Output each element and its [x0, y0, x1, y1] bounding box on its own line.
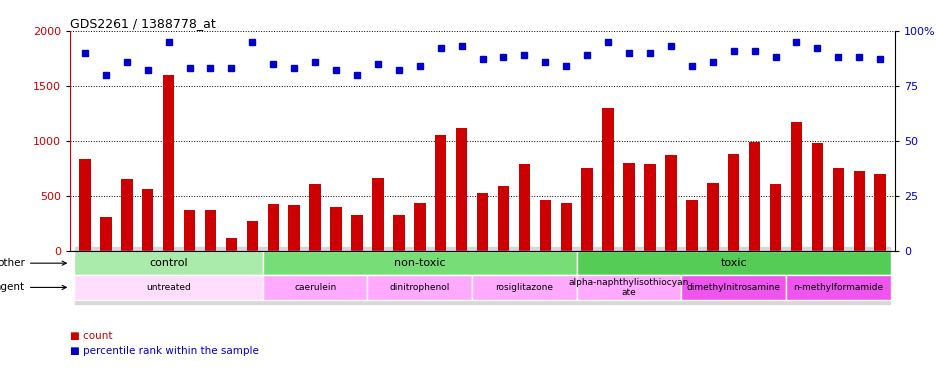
- Text: non-toxic: non-toxic: [393, 258, 446, 268]
- Bar: [519, 164, 530, 251]
- Text: rosiglitazone: rosiglitazone: [495, 283, 553, 292]
- Bar: [680, 275, 785, 300]
- Text: alpha-naphthylisothiocyan
ate: alpha-naphthylisothiocyan ate: [568, 278, 689, 297]
- Bar: [832, 169, 843, 251]
- Bar: [183, 210, 195, 251]
- Bar: [414, 203, 425, 251]
- Bar: [74, 251, 262, 275]
- Bar: [246, 221, 257, 251]
- Bar: [472, 275, 577, 300]
- Bar: [707, 183, 718, 251]
- Bar: [622, 163, 634, 251]
- Text: caerulein: caerulein: [294, 283, 336, 292]
- Text: dinitrophenol: dinitrophenol: [389, 283, 449, 292]
- Bar: [100, 217, 111, 251]
- Bar: [262, 275, 367, 300]
- Bar: [74, 275, 262, 300]
- Text: untreated: untreated: [146, 283, 191, 292]
- Text: toxic: toxic: [720, 258, 746, 268]
- Bar: [497, 186, 508, 251]
- Bar: [602, 108, 613, 251]
- Bar: [727, 154, 739, 251]
- Bar: [769, 184, 781, 251]
- Bar: [367, 275, 472, 300]
- Bar: [577, 275, 680, 300]
- Bar: [79, 159, 91, 251]
- Bar: [393, 215, 404, 251]
- Bar: [560, 203, 571, 251]
- Bar: [309, 184, 320, 251]
- Bar: [456, 127, 467, 251]
- Bar: [790, 122, 801, 251]
- Bar: [351, 215, 362, 251]
- Bar: [476, 193, 488, 251]
- Bar: [644, 164, 655, 251]
- Bar: [748, 142, 759, 251]
- Text: ■ count: ■ count: [70, 331, 112, 341]
- Bar: [163, 75, 174, 251]
- Bar: [873, 174, 885, 251]
- Bar: [288, 205, 300, 251]
- Bar: [268, 204, 279, 251]
- Text: n-methylformamide: n-methylformamide: [793, 283, 883, 292]
- Bar: [539, 200, 550, 251]
- Bar: [577, 251, 890, 275]
- Bar: [434, 136, 446, 251]
- Bar: [226, 238, 237, 251]
- Text: agent: agent: [0, 282, 66, 292]
- Bar: [785, 275, 890, 300]
- Bar: [121, 179, 132, 251]
- Text: GDS2261 / 1388778_at: GDS2261 / 1388778_at: [70, 17, 216, 30]
- Bar: [685, 200, 696, 251]
- Bar: [262, 251, 577, 275]
- Text: control: control: [149, 258, 188, 268]
- Bar: [372, 178, 383, 251]
- Bar: [811, 143, 823, 251]
- Bar: [581, 169, 592, 251]
- Text: ■ percentile rank within the sample: ■ percentile rank within the sample: [70, 346, 259, 356]
- Bar: [205, 210, 216, 251]
- Bar: [141, 189, 154, 251]
- Bar: [853, 170, 864, 251]
- Bar: [665, 155, 676, 251]
- Text: other: other: [0, 258, 66, 268]
- Bar: [330, 207, 342, 251]
- Text: dimethylnitrosamine: dimethylnitrosamine: [686, 283, 780, 292]
